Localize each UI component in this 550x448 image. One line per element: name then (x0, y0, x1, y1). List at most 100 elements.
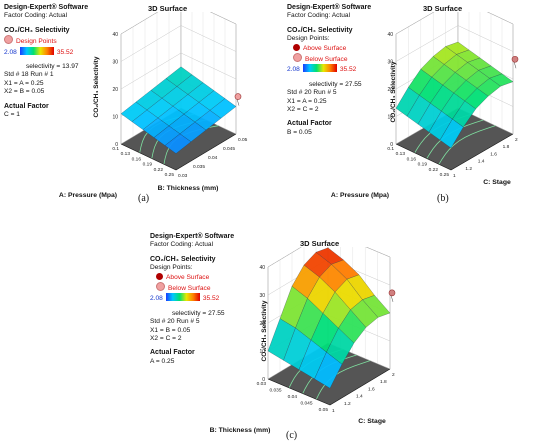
readout-line: Std # 20 Run # 5 (287, 89, 337, 97)
y-axis-line (329, 368, 391, 406)
software-name: Design-Expert® Software (150, 233, 235, 240)
design-point-marker (388, 289, 396, 297)
x-axis-line (267, 378, 331, 406)
surface-cell (209, 98, 237, 119)
readout-line: Std # 20 Run # 5 (150, 318, 200, 326)
z-tick-label: 10 (387, 115, 393, 121)
y-tick-label: 0.045 (223, 146, 235, 152)
z-tick-label: 30 (112, 60, 118, 66)
x-tick-label: 0.13 (121, 151, 131, 157)
z-tick-label: 20 (112, 87, 118, 93)
design-point-marker (511, 55, 519, 63)
readout-line: selectivity = 27.55 (172, 309, 225, 317)
readout-line: Std # 18 Run # 1 (4, 71, 54, 79)
surface-cell (362, 295, 391, 318)
z-tick-label: 30 (259, 293, 265, 299)
actual-factor-value: B = 0.05 (287, 128, 312, 136)
caption: (b) (437, 193, 449, 204)
y-tick-label: 0.03 (178, 173, 188, 179)
legend-design-points: Design Points: (150, 264, 193, 272)
x-axis-title: A: Pressure (Mpa) (59, 192, 117, 199)
x-axis-line (395, 143, 452, 171)
panel-b-side-info: Design-Expert® Software Factor Coding: A… (287, 4, 379, 137)
y-axis-line (175, 133, 237, 171)
y-axis-title: C: Stage (483, 179, 511, 186)
readout-line: selectivity = 27.55 (309, 80, 362, 88)
z-tick-label: 20 (387, 87, 393, 93)
x-axis-line (120, 143, 177, 171)
x-axis-title: A: Pressure (Mpa) (331, 192, 389, 199)
x-tick-label: 0.035 (269, 388, 281, 394)
x-tick-label: 0.22 (429, 167, 439, 173)
actual-factor-value: A = 0.25 (150, 357, 175, 365)
below-point-marker-icon (156, 282, 165, 292)
panel-a: Design-Expert® Software Factor Coding: A… (0, 0, 275, 215)
panel-b: Design-Expert® Software Factor Coding: A… (275, 0, 550, 215)
legend-above-surface: Above Surface (287, 43, 379, 53)
legend-design-points: Design Points: (287, 35, 330, 43)
factor-coding: Factor Coding: Actual (287, 12, 351, 20)
readout-line: selectivity = 13.97 (26, 63, 79, 71)
chart-title: 3D Surface (423, 4, 463, 13)
chart-title: 3D Surface (300, 239, 340, 248)
y-tick-label: 2 (515, 137, 518, 143)
factor-coding: Factor Coding: Actual (4, 12, 68, 20)
software-name: Design-Expert® Software (287, 4, 372, 11)
x-tick-label: 0.22 (154, 167, 164, 173)
response-name: CO₂/CH₄ Selectivity (4, 26, 70, 34)
panel-c-side-info: Design-Expert® Software Factor Coding: A… (150, 233, 246, 366)
response-name: CO₂/CH₄ Selectivity (287, 26, 353, 34)
z-tick-label: 0 (115, 142, 118, 148)
actual-factor-value: C = 1 (4, 111, 20, 119)
x-tick-label: 0.045 (300, 401, 312, 407)
chart-title: 3D Surface (148, 4, 188, 13)
x-tick-label: 0.05 (319, 407, 329, 413)
x-tick-label: 0.1 (112, 146, 119, 152)
legend-above-surface: Above Surface (150, 272, 246, 282)
y-tick-label: 1 (332, 408, 335, 414)
surface-plot-b: 0 10 20 30 40 0.250.220.190.160.130.1 1 1.2 1.4 1… (331, 12, 519, 199)
below-point-marker-icon (293, 53, 302, 63)
x-tick-label: 0.1 (387, 146, 394, 152)
caption: (c) (286, 430, 298, 441)
y-tick-label: 2 (392, 372, 395, 378)
z-tick-label: 10 (259, 349, 265, 355)
y-axis-line (450, 133, 514, 171)
actual-factor-label: Actual Factor (287, 120, 332, 128)
range-legend: 2.08 35.52 (150, 293, 220, 303)
gradient-bar-icon (165, 293, 200, 302)
factor-coding: Factor Coding: Actual (150, 241, 214, 249)
x-tick-label: 0.19 (418, 162, 428, 168)
response-name: CO₂/CH₄ Selectivity (150, 255, 216, 263)
caption: (a) (138, 193, 150, 204)
z-tick-label: 40 (259, 265, 265, 271)
x-tick-label: 0.03 (257, 381, 267, 387)
gradient-bar-icon (302, 64, 337, 73)
readout-line: X1 = A = 0.25 (4, 79, 44, 87)
range-legend: 2.08 35.52 (287, 64, 357, 74)
z-tick-label: 0 (390, 142, 393, 148)
y-tick-label: 1.4 (478, 159, 485, 165)
legend-below-surface: Below Surface (150, 282, 246, 293)
x-tick-label: 0.25 (165, 172, 175, 178)
x-tick-label: 0.13 (396, 151, 406, 157)
z-tick-label: 0 (262, 377, 265, 383)
z-axis-title: CO₂/CH₄ Selectivity (390, 61, 397, 122)
range-legend: 2.08 35.52 (4, 46, 74, 56)
software-name: Design-Expert® Software (4, 4, 89, 11)
y-tick-label: 1.6 (368, 386, 375, 392)
y-tick-label: 1.8 (380, 379, 387, 385)
y-tick-label: 0.04 (208, 155, 218, 161)
legend-below-surface: Below Surface (287, 53, 379, 64)
y-tick-label: 0.05 (238, 137, 248, 143)
surface-plot-a: 0 10 20 30 40 0.250.220.190.160.130.1 0.03 0.03… (59, 12, 248, 199)
z-tick-label: 20 (259, 321, 265, 327)
z-tick-label: 30 (387, 60, 393, 66)
x-axis-title: B: Thickness (mm) (210, 427, 271, 434)
z-gridline (267, 247, 391, 268)
floor-contour (438, 125, 496, 165)
legend-design-points: Design Points (4, 35, 96, 46)
y-tick-label: 1.8 (503, 144, 510, 150)
panel-a-side-info: Design-Expert® Software Factor Coding: A… (4, 4, 96, 119)
x-tick-label: 0.16 (132, 156, 142, 162)
